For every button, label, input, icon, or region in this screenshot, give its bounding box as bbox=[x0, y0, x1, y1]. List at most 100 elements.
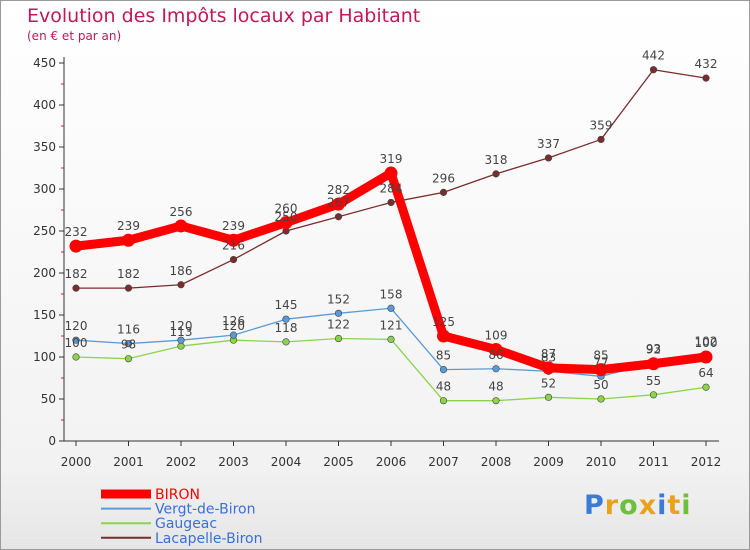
data-label: 282 bbox=[327, 183, 350, 197]
data-label: 239 bbox=[117, 219, 140, 233]
data-label: 100 bbox=[65, 336, 88, 350]
data-label: 85 bbox=[436, 349, 451, 363]
data-point bbox=[177, 336, 185, 344]
data-label: 120 bbox=[222, 319, 245, 333]
data-label: 93 bbox=[646, 342, 661, 356]
y-tick-label: 250 bbox=[33, 224, 56, 238]
x-tick-label: 2012 bbox=[691, 455, 722, 469]
data-label: 337 bbox=[537, 137, 560, 151]
y-tick-label: 100 bbox=[33, 350, 56, 364]
data-label: 118 bbox=[275, 321, 298, 335]
data-point bbox=[439, 188, 448, 196]
y-tick-label: 200 bbox=[33, 266, 56, 280]
x-tick-label: 2011 bbox=[638, 455, 669, 469]
y-tick-label: 150 bbox=[33, 308, 56, 322]
data-label: 126 bbox=[222, 314, 245, 328]
data-label: 48 bbox=[488, 380, 503, 394]
data-label: 182 bbox=[65, 267, 88, 281]
y-tick-label: 0 bbox=[48, 434, 56, 448]
data-point bbox=[174, 219, 188, 233]
data-point bbox=[72, 284, 80, 292]
data-label: 64 bbox=[698, 366, 713, 380]
data-point bbox=[332, 197, 345, 211]
data-point bbox=[334, 213, 343, 221]
logo-letter: x bbox=[638, 490, 658, 521]
data-point bbox=[177, 281, 185, 289]
data-label: 92 bbox=[646, 343, 661, 357]
data-point bbox=[489, 342, 503, 356]
proxiti-logo: Proxiti bbox=[584, 490, 692, 521]
logo-letter: i bbox=[657, 490, 668, 521]
data-point bbox=[702, 383, 710, 391]
data-point bbox=[387, 198, 395, 207]
data-point bbox=[542, 361, 555, 375]
data-label: 442 bbox=[642, 49, 665, 63]
data-point bbox=[387, 304, 395, 312]
data-label: 359 bbox=[590, 118, 613, 132]
x-tick-label: 2010 bbox=[586, 455, 617, 469]
data-label: 86 bbox=[488, 348, 503, 362]
data-label: 102 bbox=[695, 334, 718, 348]
data-point bbox=[437, 329, 450, 343]
x-tick-label: 2006 bbox=[376, 455, 407, 469]
data-point bbox=[384, 166, 398, 180]
data-label: 239 bbox=[222, 219, 245, 233]
data-label: 267 bbox=[327, 196, 350, 210]
data-point bbox=[282, 315, 290, 323]
legend-label-lacapelle-biron: Lacapelle-Biron bbox=[155, 531, 262, 547]
logo-letter: r bbox=[604, 490, 620, 521]
data-point bbox=[229, 255, 238, 264]
x-tick-label: 2000 bbox=[61, 455, 92, 469]
data-label: 98 bbox=[121, 338, 136, 352]
logo-letter: t bbox=[667, 490, 682, 521]
data-point bbox=[649, 391, 658, 399]
data-point bbox=[699, 350, 713, 364]
chart-title: Evolution des Impôts locaux par Habitant bbox=[27, 5, 421, 27]
data-label: 260 bbox=[275, 202, 298, 216]
y-tick-label: 300 bbox=[33, 182, 56, 196]
data-label: 87 bbox=[541, 347, 556, 361]
logo-letter: o bbox=[619, 490, 639, 521]
data-point bbox=[702, 74, 710, 82]
x-tick-label: 2003 bbox=[218, 455, 249, 469]
data-point bbox=[282, 338, 290, 346]
data-point bbox=[69, 239, 83, 253]
data-label: 48 bbox=[436, 380, 451, 394]
data-label: 122 bbox=[327, 318, 350, 332]
x-tick-label: 2004 bbox=[271, 455, 302, 469]
data-label: 145 bbox=[275, 298, 298, 312]
data-point bbox=[387, 335, 395, 343]
data-point bbox=[594, 363, 608, 377]
data-point bbox=[229, 331, 238, 339]
data-label: 121 bbox=[380, 318, 403, 332]
data-point bbox=[597, 395, 605, 403]
data-point bbox=[544, 393, 553, 401]
data-label: 319 bbox=[380, 152, 403, 166]
data-point bbox=[72, 353, 80, 361]
data-label: 284 bbox=[380, 181, 403, 195]
data-label: 52 bbox=[541, 376, 556, 390]
x-tick-label: 2001 bbox=[113, 455, 144, 469]
x-tick-label: 2002 bbox=[166, 455, 197, 469]
legend-label-vergt-de-biron: Vergt-de-Biron bbox=[155, 502, 255, 518]
logo-letter: i bbox=[681, 490, 692, 521]
data-label: 120 bbox=[65, 319, 88, 333]
data-point bbox=[492, 365, 500, 373]
data-point bbox=[72, 336, 80, 344]
x-tick-label: 2009 bbox=[533, 455, 564, 469]
logo-letter: P bbox=[584, 490, 605, 521]
data-label: 318 bbox=[485, 153, 508, 167]
y-tick-label: 350 bbox=[33, 140, 56, 154]
x-tick-label: 2005 bbox=[323, 455, 354, 469]
data-point bbox=[544, 154, 553, 162]
legend-label-biron: BIRON bbox=[155, 487, 200, 503]
data-label: 50 bbox=[593, 378, 608, 392]
data-label: 55 bbox=[646, 374, 661, 388]
data-label: 296 bbox=[432, 171, 455, 185]
data-point bbox=[334, 309, 343, 317]
data-label: 113 bbox=[170, 325, 193, 339]
data-point bbox=[227, 233, 240, 247]
data-label: 100 bbox=[695, 336, 718, 350]
data-label: 85 bbox=[593, 349, 608, 363]
